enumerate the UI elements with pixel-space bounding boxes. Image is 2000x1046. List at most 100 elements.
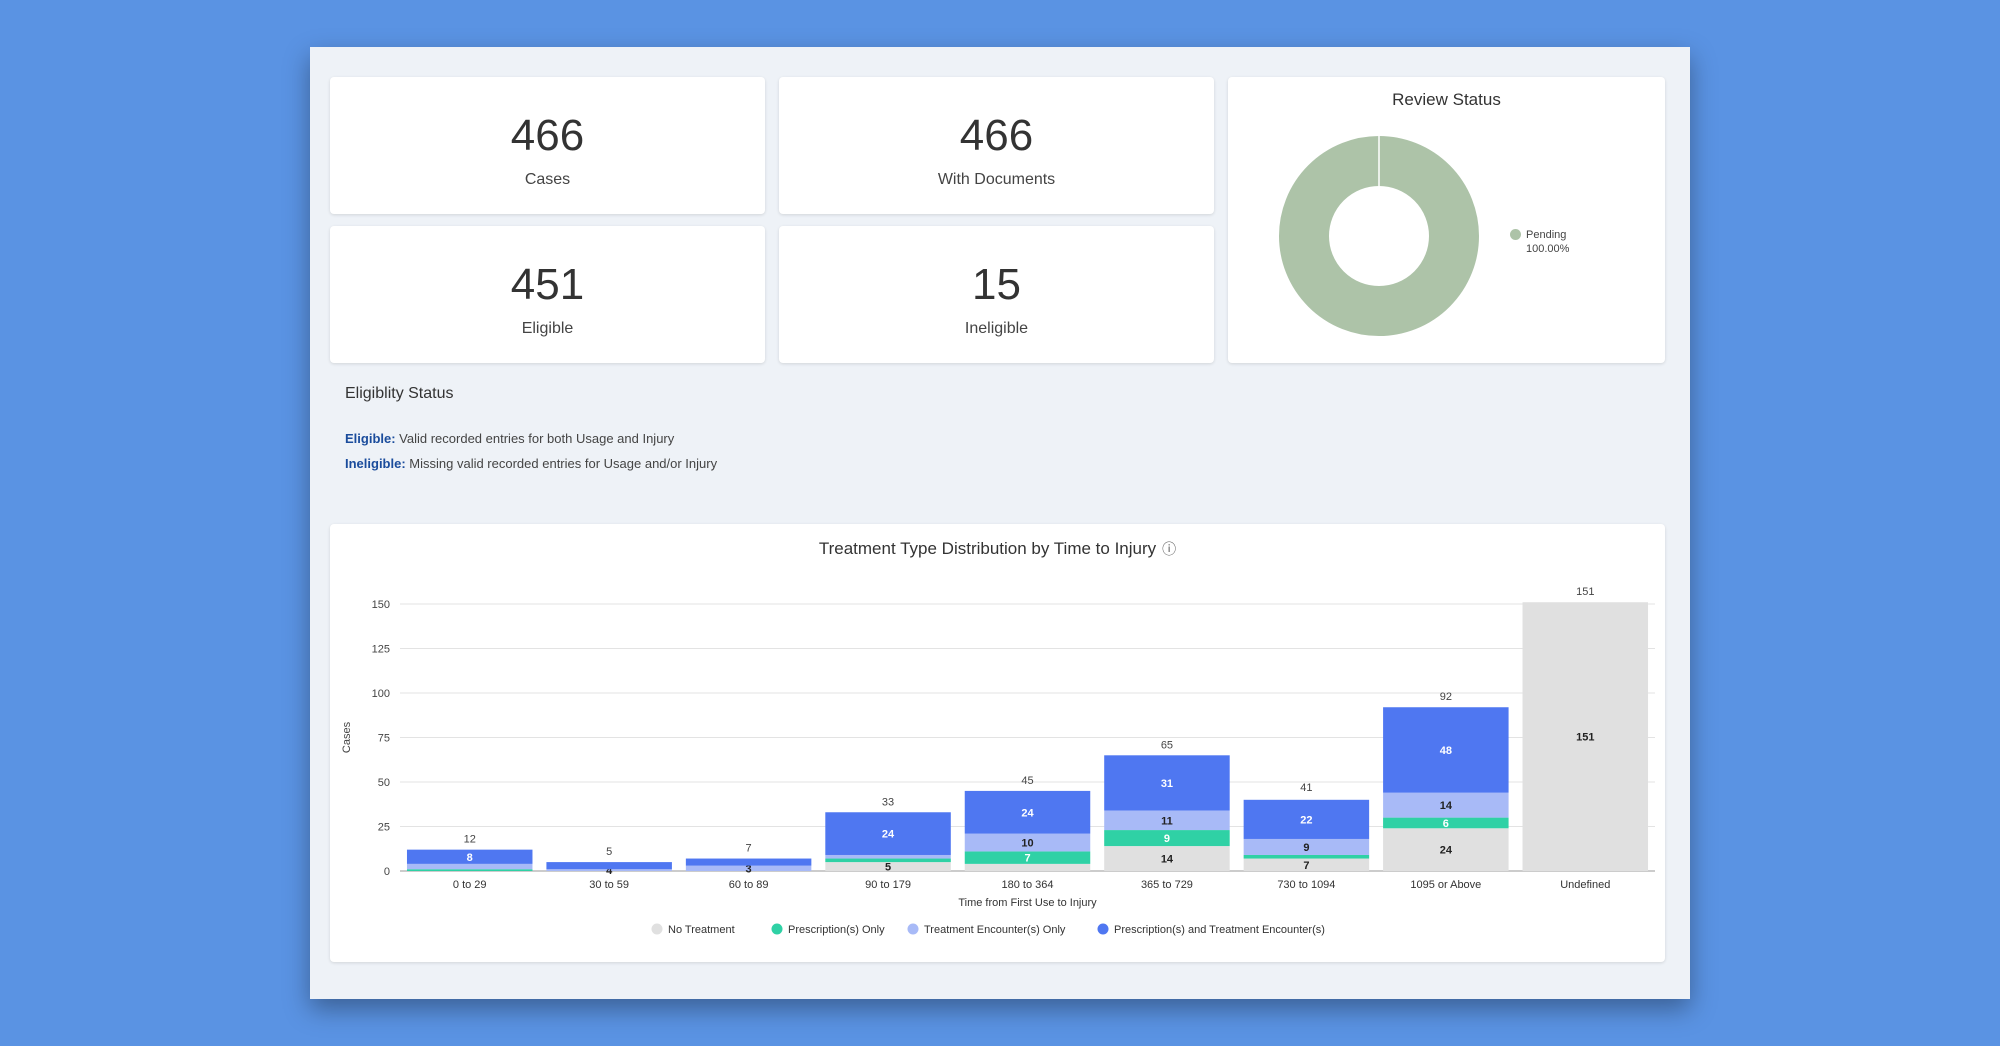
- bar-segment[interactable]: [964, 790, 1091, 834]
- legend-item[interactable]: No Treatment: [668, 924, 735, 936]
- ineligible-description: Missing valid recorded entries for Usage…: [405, 456, 718, 471]
- bar-total-label: 41: [1300, 782, 1312, 794]
- legend-item[interactable]: Prescription(s) and Treatment Encounter(…: [1114, 924, 1325, 936]
- x-axis-label: Time from First Use to Injury: [958, 897, 1097, 909]
- bar-segment[interactable]: [1104, 755, 1230, 811]
- bar-segment-label: 7: [1303, 860, 1309, 872]
- bar-segment[interactable]: [406, 869, 533, 871]
- eligibility-title: Eligiblity Status: [345, 385, 454, 402]
- bar-segment-label: 8: [467, 852, 473, 864]
- bar-segment[interactable]: [964, 851, 1091, 864]
- y-tick-label: 50: [378, 777, 390, 789]
- treatment-chart-card: Treatment Type Distribution by Time to I…: [330, 524, 1665, 962]
- y-tick-label: 125: [372, 644, 390, 656]
- bar-segment[interactable]: [825, 854, 951, 859]
- stat-card-with-documents[interactable]: 466 With Documents: [779, 77, 1214, 214]
- x-tick-label: 730 to 1094: [1277, 879, 1335, 891]
- x-tick-label: 1095 or Above: [1410, 879, 1481, 891]
- bar-segment[interactable]: [825, 812, 951, 855]
- eligible-key: Eligible:: [345, 431, 396, 446]
- bar-segment-label: 31: [1161, 778, 1173, 790]
- y-axis-label: Cases: [341, 721, 353, 753]
- x-tick-label: 30 to 59: [589, 879, 629, 891]
- legend-label-pending: Pending: [1526, 229, 1567, 241]
- bar-segment[interactable]: [685, 865, 812, 871]
- legend-dot: [651, 923, 663, 935]
- bar-segment[interactable]: [546, 869, 672, 871]
- bar-total-label: 5: [606, 846, 612, 858]
- info-circle-icon[interactable]: ⓘ: [1162, 541, 1177, 557]
- bar-segment[interactable]: [1383, 828, 1509, 871]
- stat-value: 466: [510, 111, 585, 160]
- stat-card-ineligible[interactable]: 15 Ineligible: [779, 226, 1214, 363]
- bar-segment[interactable]: [1243, 854, 1370, 859]
- bar-segment[interactable]: [1104, 830, 1230, 847]
- bar-total-label: 92: [1440, 691, 1452, 703]
- stat-label: Cases: [524, 171, 571, 188]
- x-tick-label: 365 to 729: [1141, 879, 1193, 891]
- review-status-legend[interactable]: Pending 100.00%: [1510, 228, 1570, 256]
- chart-title-row: Treatment Type Distribution by Time to I…: [330, 539, 1665, 559]
- bar-segment[interactable]: [825, 862, 951, 871]
- eligible-description: Valid recorded entries for both Usage an…: [395, 431, 675, 446]
- bar-segment[interactable]: [546, 862, 672, 870]
- bar-segment[interactable]: [964, 863, 1091, 871]
- bar-segment-label: 9: [1164, 833, 1170, 845]
- y-tick-label: 25: [378, 822, 390, 834]
- stat-label: Eligible: [521, 320, 574, 337]
- x-tick-label: 90 to 179: [865, 879, 911, 891]
- bar-segment[interactable]: [964, 833, 1091, 852]
- eligibility-status-section: Eligiblity Status Eligible: Valid record…: [345, 385, 717, 481]
- bar-segment[interactable]: [1383, 707, 1509, 793]
- bar-segment[interactable]: [406, 849, 533, 864]
- bar-segment[interactable]: [1243, 838, 1370, 855]
- stat-card-eligible[interactable]: 451 Eligible: [330, 226, 765, 363]
- stat-value: 466: [959, 111, 1034, 160]
- eligibility-line-eligible: Eligible: Valid recorded entries for bot…: [345, 431, 717, 446]
- review-status-card: Review Status Pending 100.00%: [1228, 77, 1665, 363]
- bar-segment-label: 9: [1303, 842, 1309, 854]
- bar-segment-label: 48: [1440, 745, 1452, 757]
- x-tick-label: 180 to 364: [1002, 879, 1054, 891]
- bar-segment[interactable]: [1243, 799, 1370, 839]
- stat-card-cases[interactable]: 466 Cases: [330, 77, 765, 214]
- bar-total-label: 33: [882, 796, 894, 808]
- bar-segment-label: 14: [1440, 800, 1453, 812]
- bar-segment[interactable]: [1104, 846, 1230, 871]
- y-tick-label: 0: [384, 866, 390, 878]
- bar-segment[interactable]: [1104, 810, 1230, 831]
- bar-segment-label: 3: [746, 863, 752, 875]
- bar-segment-label: 10: [1021, 838, 1033, 850]
- bar-segment-label: 6: [1443, 818, 1449, 830]
- legend-dot-pending: [1510, 229, 1521, 240]
- dashboard-panel: 466 Cases 466 With Documents 451 Eligibl…: [310, 47, 1690, 999]
- bar-segment[interactable]: [825, 858, 951, 863]
- bar-segment[interactable]: [1383, 817, 1509, 829]
- legend-item[interactable]: Prescription(s) Only: [788, 924, 885, 936]
- bar-total-label: 45: [1021, 775, 1033, 787]
- bar-segment-label: 7: [1024, 853, 1030, 865]
- bar-total-label: 65: [1161, 739, 1173, 751]
- y-tick-label: 150: [372, 599, 390, 611]
- bar-segment[interactable]: [406, 863, 533, 870]
- bar-total-label: 7: [746, 843, 752, 855]
- bar-segment[interactable]: [685, 858, 812, 866]
- bar-segment[interactable]: [1383, 792, 1509, 818]
- legend-percent-pending: 100.00%: [1526, 243, 1570, 255]
- bar-segment[interactable]: [1522, 602, 1649, 871]
- bar-segment-label: 11: [1161, 815, 1173, 827]
- eligibility-line-ineligible: Ineligible: Missing valid recorded entri…: [345, 456, 717, 471]
- legend-dot: [771, 923, 783, 935]
- chart-title: Treatment Type Distribution by Time to I…: [818, 539, 1157, 558]
- y-tick-label: 75: [378, 733, 390, 745]
- bar-segment-label: 22: [1300, 814, 1312, 826]
- bar-segment-label: 151: [1576, 732, 1594, 744]
- review-status-donut: [1279, 135, 1479, 336]
- review-status-title: Review Status: [1392, 90, 1501, 109]
- y-tick-label: 100: [372, 688, 390, 700]
- bar-segment-label: 5: [885, 862, 891, 874]
- legend-item[interactable]: Treatment Encounter(s) Only: [924, 924, 1066, 936]
- bar-segment-label: 4: [606, 865, 613, 877]
- bar-total-label: 12: [464, 834, 476, 846]
- bar-segment[interactable]: [1243, 858, 1370, 871]
